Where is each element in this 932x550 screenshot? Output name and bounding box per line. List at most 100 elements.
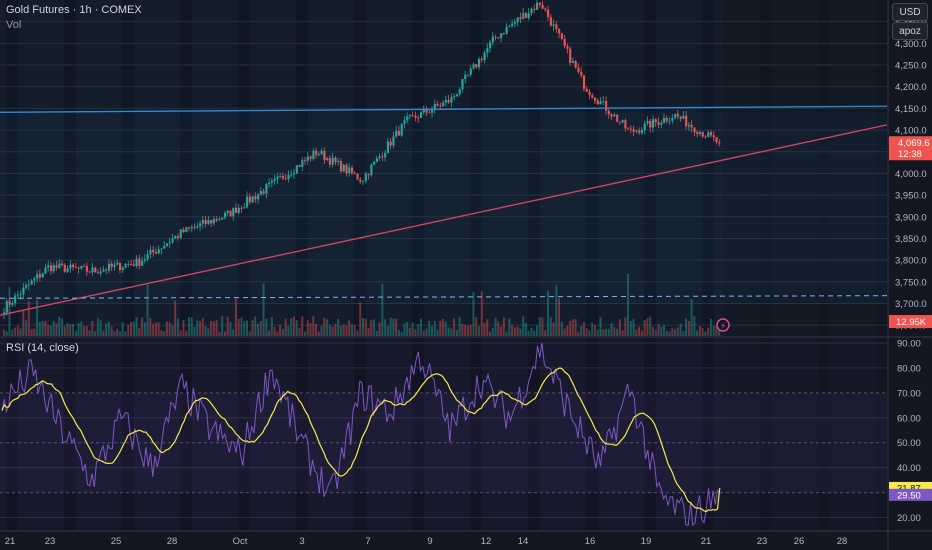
volume-bar bbox=[535, 325, 538, 336]
candle bbox=[552, 24, 555, 26]
rsi-line bbox=[1, 342, 721, 527]
volume-bar bbox=[483, 322, 486, 336]
candle bbox=[384, 152, 387, 158]
candle bbox=[60, 263, 64, 265]
candle bbox=[331, 157, 334, 165]
candle bbox=[580, 71, 583, 76]
volume-bar bbox=[605, 328, 607, 336]
candle bbox=[538, 2, 541, 5]
candle bbox=[547, 9, 550, 18]
price-tick-label: 3,700.0 bbox=[895, 299, 927, 310]
candle bbox=[563, 38, 566, 47]
volume-bar bbox=[632, 318, 635, 336]
volume-bar bbox=[610, 323, 613, 336]
volume-bar bbox=[259, 321, 262, 336]
candle bbox=[516, 17, 519, 22]
candle bbox=[19, 294, 22, 295]
candle bbox=[55, 265, 58, 268]
volume-bar bbox=[14, 327, 17, 336]
volume-bar bbox=[663, 324, 665, 336]
price-tick-label: 4,000.0 bbox=[895, 169, 927, 180]
candle bbox=[295, 165, 298, 174]
candle bbox=[11, 302, 14, 305]
candle bbox=[475, 64, 478, 68]
candle bbox=[519, 17, 522, 20]
candle bbox=[555, 24, 558, 30]
candle bbox=[33, 278, 36, 281]
volume-bar bbox=[585, 328, 588, 336]
candle bbox=[243, 207, 246, 209]
candle bbox=[14, 295, 17, 303]
volume-bar bbox=[85, 326, 88, 336]
candle bbox=[309, 156, 312, 159]
volume-bar bbox=[212, 321, 215, 336]
volume-bar bbox=[403, 323, 406, 336]
volume-bar bbox=[400, 331, 403, 336]
candle bbox=[712, 135, 715, 138]
candle bbox=[102, 269, 105, 272]
candle bbox=[373, 161, 376, 165]
candle bbox=[663, 117, 666, 123]
volume-bar bbox=[569, 320, 572, 336]
volume-bar bbox=[165, 321, 168, 336]
candle bbox=[237, 207, 240, 213]
candle bbox=[679, 116, 682, 119]
volume-bar bbox=[356, 330, 359, 336]
volume-bar bbox=[519, 328, 522, 336]
volume-bar bbox=[505, 331, 508, 336]
candle bbox=[544, 8, 547, 10]
volume-bar bbox=[221, 316, 224, 336]
volume-bar bbox=[591, 322, 594, 336]
candle bbox=[505, 26, 508, 34]
candle bbox=[657, 122, 660, 125]
candle bbox=[154, 251, 158, 254]
session-band bbox=[528, 0, 540, 530]
candle bbox=[284, 178, 287, 180]
volume-bar bbox=[524, 323, 527, 336]
candle bbox=[312, 150, 315, 159]
candle bbox=[246, 196, 249, 208]
candle bbox=[676, 113, 679, 117]
volume-bar bbox=[577, 331, 580, 336]
volume-bar bbox=[262, 283, 265, 336]
user-button[interactable]: apoz bbox=[892, 22, 928, 40]
price-tick-label: 4,300.0 bbox=[895, 39, 927, 50]
candle bbox=[188, 227, 191, 229]
volume-bar bbox=[364, 318, 367, 336]
candle bbox=[535, 2, 539, 10]
time-axis-label: 23 bbox=[45, 536, 56, 547]
volume-bar bbox=[480, 291, 483, 336]
candle bbox=[709, 132, 713, 136]
volume-bar bbox=[237, 318, 240, 336]
volume-bar bbox=[179, 330, 182, 336]
candle bbox=[370, 164, 373, 176]
currency-button[interactable]: USD bbox=[892, 3, 928, 21]
candle bbox=[69, 264, 72, 269]
volume-bar bbox=[643, 320, 646, 336]
candle bbox=[348, 167, 351, 174]
volume-bar bbox=[107, 321, 110, 336]
candle bbox=[27, 284, 31, 286]
volume-bar bbox=[406, 321, 409, 336]
volume-bar bbox=[516, 326, 519, 336]
candle bbox=[577, 67, 580, 72]
volume-bar bbox=[118, 331, 121, 336]
candle bbox=[607, 110, 610, 115]
candle bbox=[707, 132, 710, 138]
candle bbox=[403, 120, 406, 124]
volume-bar bbox=[458, 317, 461, 336]
volume-bar bbox=[373, 319, 376, 336]
volume-bar bbox=[436, 329, 439, 336]
candle bbox=[395, 130, 398, 137]
candle bbox=[345, 164, 348, 174]
candle bbox=[196, 226, 199, 228]
volume-bar bbox=[204, 326, 207, 336]
candle bbox=[160, 248, 163, 250]
candle bbox=[367, 173, 370, 176]
candle bbox=[701, 131, 704, 137]
price-tick-label: 4,200.0 bbox=[895, 82, 927, 93]
candle bbox=[99, 271, 102, 274]
current-price-box bbox=[889, 136, 932, 161]
